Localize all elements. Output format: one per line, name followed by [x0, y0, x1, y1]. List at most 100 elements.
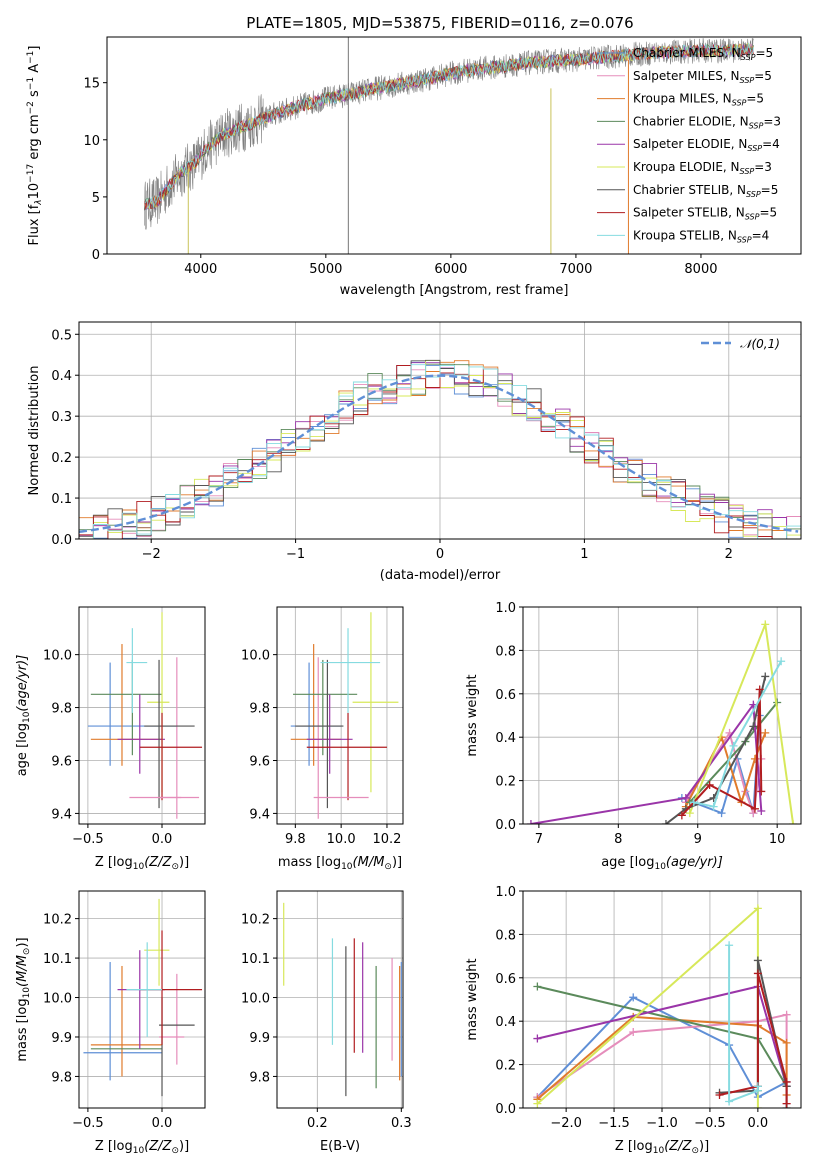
y-tick-label: 1.0: [495, 601, 516, 616]
legend-entry: Salpeter ELODIE, NSSP=4: [633, 137, 780, 153]
weight-marker: [533, 1099, 542, 1108]
y-tick-label: 0.2: [51, 451, 72, 466]
y-tick-label: 9.4: [249, 807, 270, 822]
age-vs-Z-axes: −0.5 0.0 9.4 9.6 9.8 10.0 Z [log10(Z/Z⊙)] age […: [15, 606, 206, 872]
y-tick-label: 0.1: [51, 492, 72, 507]
y-tick-label: 10.0: [43, 649, 72, 664]
y-tick-label: 0.6: [495, 688, 516, 703]
y-tick-label: 10.0: [241, 992, 270, 1007]
y-tick-label: 9.9: [51, 1031, 72, 1046]
x-tick-label: 10: [769, 832, 786, 847]
weight-marker: [755, 685, 764, 694]
legend-entry: 𝒩(0,1): [740, 337, 780, 351]
x-tick-label: −1.0: [646, 1116, 678, 1131]
figure-title: PLATE=1805, MJD=53875, FIBERID=0116, z=0…: [246, 14, 633, 32]
weight-marker: [777, 657, 786, 666]
x-tick-label: 9.8: [285, 832, 306, 847]
weight-vs-age-plot-area: [526, 620, 798, 824]
legend-entry: Salpeter STELIB, NSSP=5: [633, 206, 777, 222]
y-tick-label: 0.4: [495, 1015, 516, 1030]
x-tick-label: 2: [725, 547, 733, 562]
weight-marker: [689, 798, 698, 807]
axes-frame: [78, 890, 206, 1109]
weight-marker: [729, 741, 738, 750]
y-tick-label: 0: [92, 248, 100, 263]
x-axis-label: Z [log10(Z/Z⊙)]: [615, 1139, 709, 1156]
weight-marker: [661, 820, 670, 824]
y-tick-label: 9.8: [249, 702, 270, 717]
age-vs-mass-axes: 9.8 10.0 10.2 9.4 9.6 9.8 10.0 mass [log10(M/M⊙…: [241, 606, 404, 872]
x-tick-label: −1.5: [598, 1116, 630, 1131]
x-axis-label: mass [log10(M/M⊙)]: [278, 855, 402, 872]
weight-marker: [753, 969, 762, 978]
x-tick-label: 0: [436, 547, 444, 562]
x-tick-label: 9: [694, 832, 702, 847]
y-tick-label: 9.6: [51, 754, 72, 769]
x-axis-label: Z [log10(Z/Z⊙)]: [95, 1139, 189, 1156]
x-tick-label: 4000: [184, 262, 217, 277]
weight-series-line: [693, 660, 782, 808]
spectrum-axes: 4000 5000 6000 7000 8000 0 5 10 15 wavelength [An…: [26, 36, 802, 298]
y-axis-label: Flux [fλ10−17 erg cm−2 s−1 A−1]: [26, 46, 44, 246]
x-tick-label: 0.0: [152, 1116, 173, 1131]
mass-vs-EBV-plot-area: [283, 902, 402, 1097]
weight-vs-Z-plot-area: [533, 904, 791, 1108]
y-tick-label: 0.0: [495, 818, 516, 833]
y-tick-label: 9.4: [51, 807, 72, 822]
y-tick-label: 0.8: [495, 644, 516, 659]
y-axis-label: mass weight: [465, 958, 480, 1040]
weight-marker: [709, 802, 718, 811]
spectrum-plot-area: [144, 37, 754, 254]
x-tick-label: −0.5: [72, 1116, 104, 1131]
axes-frame: [522, 890, 802, 1109]
x-tick-label: 0.0: [152, 832, 173, 847]
x-axis-label: wavelength [Angstrom, rest frame]: [340, 283, 569, 298]
normal-curve: [79, 374, 799, 533]
legend-entry: Chabrier STELIB, NSSP=5: [633, 183, 778, 199]
x-tick-label: 7000: [559, 262, 592, 277]
y-axis-label: mass weight: [465, 674, 480, 756]
x-tick-label: 10.0: [327, 832, 356, 847]
weight-marker: [761, 620, 770, 629]
weight-marker: [757, 787, 766, 796]
weight-marker: [753, 956, 762, 965]
weight-marker: [789, 820, 798, 824]
y-tick-label: 0.0: [51, 533, 72, 548]
x-tick-label: 1: [580, 547, 588, 562]
weight-series-line: [689, 701, 778, 803]
weight-marker: [753, 1082, 762, 1091]
weight-marker: [681, 793, 690, 802]
x-axis-label: Z [log10(Z/Z⊙)]: [95, 855, 189, 872]
axes-frame: [78, 606, 206, 825]
weight-marker: [782, 1077, 791, 1086]
weight-marker: [750, 804, 759, 813]
x-tick-label: 8000: [684, 262, 717, 277]
y-tick-label: 0.3: [51, 410, 72, 425]
x-tick-label: −0.5: [694, 1116, 726, 1131]
x-tick-label: 0.3: [391, 1116, 412, 1131]
x-tick-label: 5000: [309, 262, 342, 277]
axes-frame: [522, 606, 802, 825]
observed-spectrum: [144, 37, 754, 230]
x-tick-label: −1: [286, 547, 305, 562]
weight-marker: [717, 809, 726, 818]
y-tick-label: 1.0: [495, 885, 516, 900]
weight-marker: [753, 1104, 762, 1108]
weight-marker: [685, 809, 694, 818]
x-axis-label: (data-model)/error: [380, 568, 501, 583]
weight-marker: [782, 1010, 791, 1019]
y-tick-label: 5: [92, 191, 100, 206]
y-tick-label: 0.8: [495, 928, 516, 943]
y-tick-label: 10.1: [241, 952, 270, 967]
y-tick-label: 0.0: [495, 1102, 516, 1117]
weight-marker: [749, 722, 758, 731]
x-tick-label: −0.5: [72, 832, 104, 847]
legend-entry: Kroupa ELODIE, NSSP=3: [633, 160, 772, 176]
x-tick-label: 10.2: [372, 832, 401, 847]
x-axis-label: E(B-V): [320, 1139, 360, 1154]
residuals-axes: −2 −1 0 1 2 0.0 0.1 0.2 0.3 0.4 0.5 𝒩(0,1) (data-mod…: [27, 321, 802, 583]
legend-entry: Chabrier ELODIE, NSSP=3: [633, 114, 781, 130]
mass-vs-Z-plot-area: [83, 898, 203, 1097]
y-tick-label: 9.8: [51, 702, 72, 717]
residual-histogram: [79, 369, 801, 539]
